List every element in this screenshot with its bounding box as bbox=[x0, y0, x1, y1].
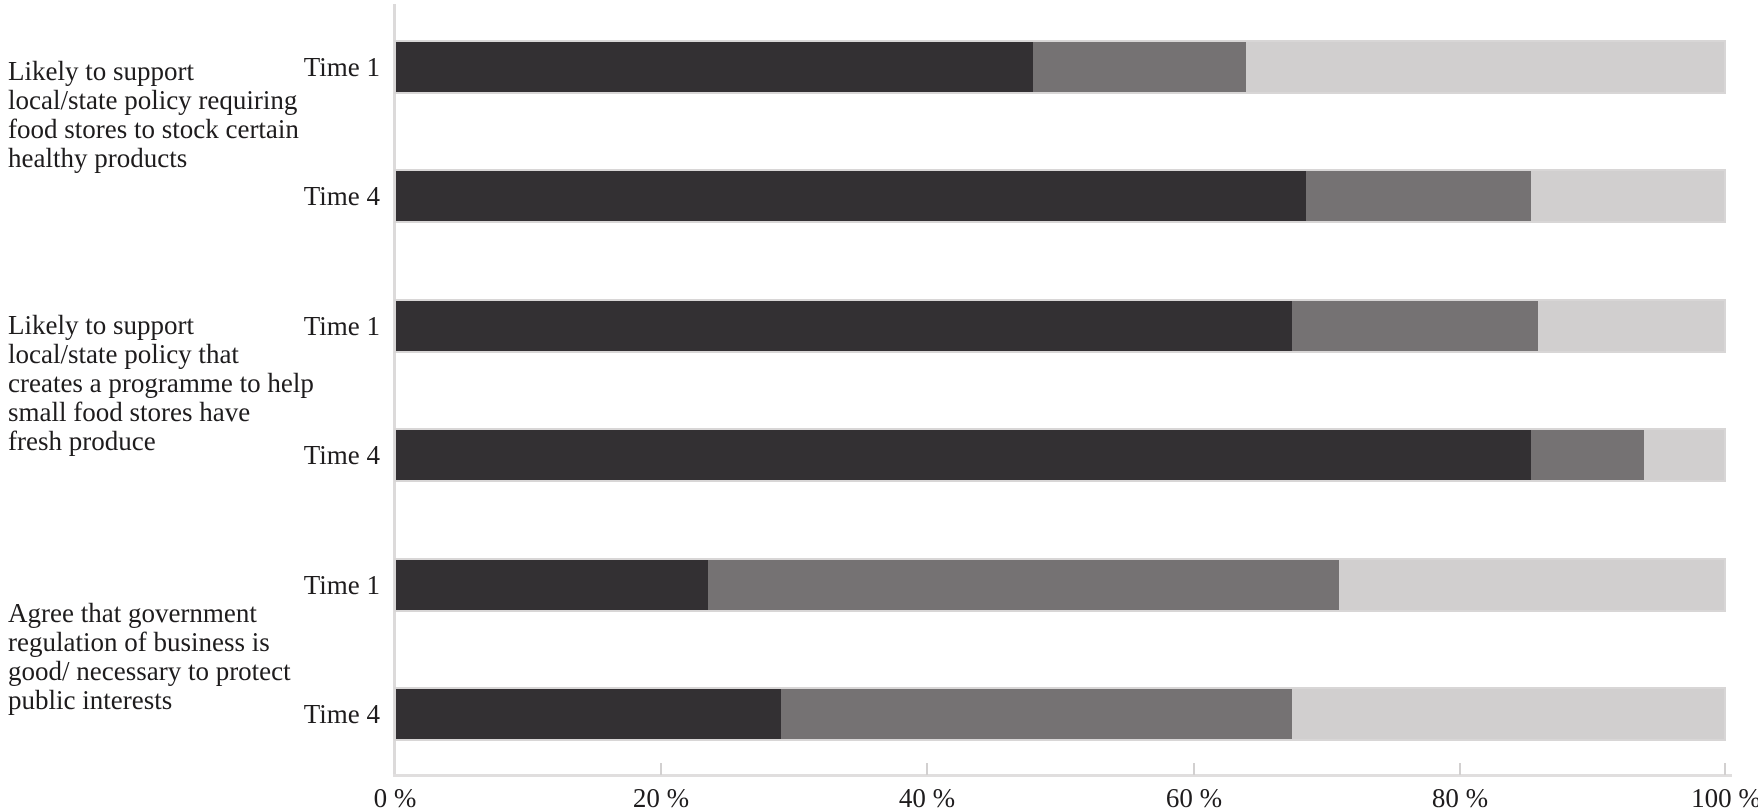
category-label-fresh-produce-programme: Likely to support local/state policy tha… bbox=[8, 311, 368, 456]
bar-segment-medium bbox=[781, 689, 1293, 739]
category-label-line: healthy products bbox=[8, 143, 188, 173]
x-axis-line bbox=[393, 774, 1732, 777]
x-axis-tick bbox=[660, 763, 662, 775]
bar-time-label: Time 4 bbox=[303, 699, 380, 729]
bar-row-group3-time1: Time 1 bbox=[0, 558, 1758, 612]
bar-segment-light bbox=[1245, 42, 1724, 92]
x-axis-tick bbox=[1459, 763, 1461, 775]
x-axis-tick-label: 20 % bbox=[632, 783, 690, 810]
bar-segment-dark bbox=[396, 689, 782, 739]
x-axis-tick-label: 100 % bbox=[1691, 783, 1758, 810]
bar-row-group1-time4: Time 4 bbox=[0, 169, 1758, 223]
category-label-government-regulation: Agree that government regulation of busi… bbox=[8, 599, 368, 715]
bar-segment-medium bbox=[1033, 42, 1246, 92]
category-label-line: good/ necessary to protect bbox=[8, 656, 291, 686]
bar-segment-dark bbox=[396, 301, 1293, 351]
category-label-line: local/state policy that bbox=[8, 339, 239, 369]
category-label-line: Likely to support bbox=[8, 56, 194, 86]
stacked-bar bbox=[394, 299, 1726, 353]
y-axis-line bbox=[393, 4, 396, 776]
category-label-line: creates a programme to help bbox=[8, 368, 314, 398]
x-axis-tick bbox=[1724, 763, 1726, 775]
x-axis-tick-label: 80 % bbox=[1431, 783, 1489, 810]
bar-segment-medium bbox=[1292, 301, 1539, 351]
x-axis-tick-label: 60 % bbox=[1165, 783, 1223, 810]
bar-segment-light bbox=[1531, 171, 1724, 221]
category-label-healthy-products-policy: Likely to support local/state policy req… bbox=[8, 57, 368, 173]
bar-segment-medium bbox=[708, 560, 1339, 610]
bar-time-label: Time 1 bbox=[303, 52, 380, 82]
x-axis-tick-label: 40 % bbox=[898, 783, 956, 810]
x-axis-tick bbox=[1193, 763, 1195, 775]
stacked-bar bbox=[394, 169, 1726, 223]
category-label-line: Likely to support bbox=[8, 310, 194, 340]
category-label-line: Agree that government bbox=[8, 598, 257, 628]
bar-time-label: Time 1 bbox=[303, 311, 380, 341]
bar-time-label: Time 4 bbox=[303, 181, 380, 211]
category-label-line: regulation of business is bbox=[8, 627, 270, 657]
bar-row-group3-time4: Time 4 bbox=[0, 687, 1758, 741]
category-label-line: public interests bbox=[8, 685, 173, 715]
stacked-bar bbox=[394, 558, 1726, 612]
bar-segment-medium bbox=[1531, 430, 1645, 480]
x-axis-tick bbox=[926, 763, 928, 775]
bar-time-label: Time 4 bbox=[303, 440, 380, 470]
category-label-line: food stores to stock certain bbox=[8, 114, 299, 144]
bar-segment-light bbox=[1292, 689, 1724, 739]
bar-time-label: Time 1 bbox=[303, 570, 380, 600]
stacked-bar bbox=[394, 687, 1726, 741]
stacked-bar bbox=[394, 40, 1726, 94]
bar-segment-dark bbox=[396, 42, 1034, 92]
bar-segment-light bbox=[1538, 301, 1724, 351]
bar-row-group2-time4: Time 4 bbox=[0, 428, 1758, 482]
x-axis-tick-label: 0 % bbox=[373, 783, 417, 810]
category-label-line: small food stores have bbox=[8, 397, 251, 427]
stacked-bar bbox=[394, 428, 1726, 482]
bar-row-group2-time1: Time 1 bbox=[0, 299, 1758, 353]
bar-segment-medium bbox=[1305, 171, 1532, 221]
category-label-line: fresh produce bbox=[8, 426, 156, 456]
category-label-line: local/state policy requiring bbox=[8, 85, 298, 115]
bar-segment-dark bbox=[396, 430, 1532, 480]
bar-row-group1-time1: Time 1 bbox=[0, 40, 1758, 94]
bar-segment-light bbox=[1338, 560, 1724, 610]
bar-segment-dark bbox=[396, 171, 1306, 221]
bar-segment-light bbox=[1644, 430, 1724, 480]
bar-segment-dark bbox=[396, 560, 709, 610]
